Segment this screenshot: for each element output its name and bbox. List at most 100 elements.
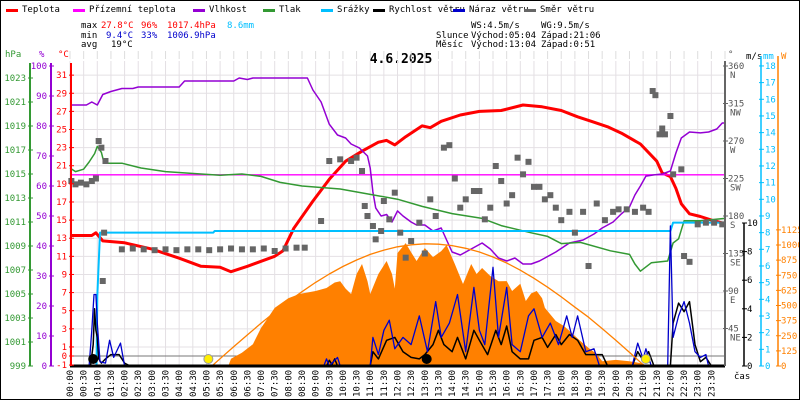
wind-direction-point: [541, 196, 548, 203]
wind-tick-label: 4: [747, 305, 752, 315]
x-tick-label: 07:00: [257, 370, 267, 397]
chart-title: 4.6.2025: [370, 52, 433, 67]
legend-item: Rychlost větru: [373, 4, 465, 16]
humidity-tick-label: 10: [36, 332, 47, 342]
wind-direction-point: [162, 246, 169, 253]
wind-direction-point: [623, 206, 630, 213]
rain-tick-label: 9: [765, 212, 770, 222]
wind-direction-point: [711, 219, 718, 226]
legend-label: Přízemní teplota: [89, 5, 176, 15]
wind-direction-point: [421, 250, 428, 257]
x-tick-label: 05:30: [216, 370, 226, 397]
legend-swatch: [73, 8, 85, 12]
wind-direction-point: [151, 247, 158, 254]
hpa-unit: hPa: [5, 50, 21, 60]
wind-direction-point: [678, 166, 685, 173]
rain-tick-label: 13: [765, 145, 776, 155]
wind-direction-point: [470, 188, 477, 195]
direction-compass-label: W: [730, 146, 736, 156]
x-tick-label: 19:00: [585, 370, 595, 397]
wind-direction-point: [380, 198, 387, 205]
temperature-tick-label: 9: [62, 270, 67, 280]
wind-direction-point: [173, 247, 180, 254]
hpa-tick-label: 999: [10, 362, 26, 372]
moon-label: Měsíc: [436, 40, 464, 50]
temperature-tick-label: 23: [56, 144, 67, 154]
wind-direction-point: [492, 163, 499, 170]
direction-tick-label: 360: [728, 62, 744, 72]
wind-tick-label: 2: [747, 333, 752, 343]
wind-tick-label: 0: [747, 362, 752, 372]
wind-direction-point: [631, 208, 638, 215]
rain-tick-label: 0: [765, 362, 770, 372]
solar-tick-label: 1000: [781, 241, 799, 251]
wind-direction-point: [386, 216, 393, 223]
legend-swatch: [6, 8, 18, 12]
rain-tick-label: 16: [765, 95, 776, 105]
wind-direction-point: [694, 221, 701, 228]
wind-direction-point: [520, 171, 527, 178]
wind-direction-point: [659, 125, 666, 132]
wind-direction-point: [217, 246, 224, 253]
wind-direction-point: [585, 263, 592, 270]
rain-tick-label: 2: [765, 329, 770, 339]
direction-compass-label: N: [730, 71, 735, 81]
legend-item: Vlhkost: [193, 4, 247, 16]
x-tick-label: 00:30: [80, 370, 90, 397]
min-humidity: 33%: [141, 31, 158, 41]
x-tick-label: 13:00: [421, 370, 431, 397]
x-tick-label: 15:00: [475, 370, 485, 397]
x-tick-label: 20:30: [625, 370, 635, 397]
wind-direction-point: [228, 245, 235, 252]
temperature-tick-label: 29: [56, 89, 67, 99]
wind-direction-point: [487, 204, 494, 211]
wind-direction-point: [195, 246, 202, 253]
min-pressure: 1006.9hPa: [167, 31, 216, 41]
x-tick-label: 10:30: [353, 370, 363, 397]
direction-tick-label: 225: [728, 175, 744, 185]
legend-item: Srážky: [321, 4, 370, 16]
wind-direction-point: [640, 204, 647, 211]
wind-direction-point: [129, 245, 136, 252]
max-pressure: 1017.4hPa: [167, 21, 216, 31]
x-tick-label: 16:00: [503, 370, 513, 397]
temperature-tick-label: 17: [56, 198, 67, 208]
wind-direction-point: [476, 188, 483, 195]
x-tick-label: 23:30: [707, 370, 717, 397]
x-tick-label: 21:30: [653, 370, 663, 397]
wind-direction-point: [580, 208, 587, 215]
wind-direction-point: [369, 223, 376, 230]
wind-direction-point: [282, 245, 289, 252]
humidity-tick-label: 0: [42, 362, 47, 372]
humidity-tick-label: 20: [36, 302, 47, 312]
rain-tick-label: 7: [765, 245, 770, 255]
x-tick-label: 09:00: [312, 370, 322, 397]
x-tick-label: 21:00: [639, 370, 649, 397]
wind-direction-point: [667, 113, 674, 120]
wind-direction-point: [558, 217, 565, 224]
humidity-tick-label: 30: [36, 272, 47, 282]
wind-direction-point: [566, 208, 573, 215]
x-tick-label: 17:30: [544, 370, 554, 397]
wind-direction-point: [552, 204, 559, 211]
wind-direction-point: [451, 175, 458, 182]
temperature-tick-label: 15: [56, 216, 67, 226]
wind-direction-point: [681, 253, 688, 260]
wind-direction-point: [498, 178, 505, 185]
wind-direction-point: [656, 131, 663, 138]
x-tick-label: 11:00: [366, 370, 376, 397]
wind-direction-point: [238, 246, 245, 253]
legend-label: Vlhkost: [209, 5, 247, 15]
x-tick-label: 06:00: [230, 370, 240, 397]
wind-direction-point: [462, 196, 469, 203]
rain-tick-label: 14: [765, 129, 776, 139]
x-tick-label: 13:30: [434, 370, 444, 397]
legend-label: Rychlost větru: [389, 5, 465, 15]
wind-direction-point: [118, 246, 125, 253]
solar-tick-label: 250: [781, 332, 797, 342]
x-tick-label: 03:30: [162, 370, 172, 397]
wind-direction-point: [652, 92, 659, 99]
hpa-tick-label: 1011: [4, 218, 26, 228]
temperature-tick-label: 1: [62, 343, 67, 353]
legend-swatch: [193, 8, 205, 12]
